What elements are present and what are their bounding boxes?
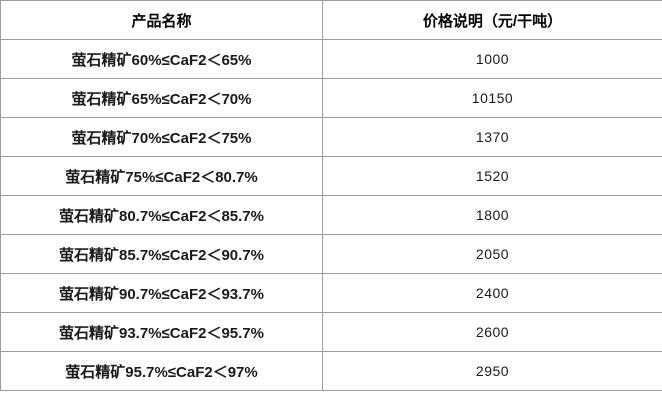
- product-cell: 萤石精矿95.7%≤CaF2＜97%: [0, 351, 323, 391]
- table-row: 萤石精矿60%≤CaF2＜65% 1000: [0, 39, 662, 79]
- table-row: 萤石精矿75%≤CaF2＜80.7% 1520: [0, 156, 662, 196]
- product-cell: 萤石精矿60%≤CaF2＜65%: [0, 39, 323, 79]
- product-cell: 萤石精矿90.7%≤CaF2＜93.7%: [0, 273, 323, 313]
- price-cell: 1520: [322, 156, 662, 196]
- price-cell: 1000: [322, 39, 662, 79]
- price-cell: 10150: [322, 78, 662, 118]
- table-row: 萤石精矿80.7%≤CaF2＜85.7% 1800: [0, 195, 662, 235]
- table-row: 萤石精矿90.7%≤CaF2＜93.7% 2400: [0, 273, 662, 313]
- product-cell: 萤石精矿93.7%≤CaF2＜95.7%: [0, 312, 323, 352]
- price-cell: 1800: [322, 195, 662, 235]
- price-cell: 2050: [322, 234, 662, 274]
- table-row: 萤石精矿93.7%≤CaF2＜95.7% 2600: [0, 312, 662, 352]
- product-cell: 萤石精矿75%≤CaF2＜80.7%: [0, 156, 323, 196]
- product-header: 产品名称: [0, 0, 323, 40]
- price-cell: 2950: [322, 351, 662, 391]
- price-cell: 1370: [322, 117, 662, 157]
- price-table: 产品名称 价格说明（元/干吨） 萤石精矿60%≤CaF2＜65% 1000 萤石…: [0, 0, 662, 391]
- table-row: 萤石精矿95.7%≤CaF2＜97% 2950: [0, 351, 662, 391]
- product-cell: 萤石精矿70%≤CaF2＜75%: [0, 117, 323, 157]
- price-header: 价格说明（元/干吨）: [322, 0, 662, 40]
- product-cell: 萤石精矿65%≤CaF2＜70%: [0, 78, 323, 118]
- header-row: 产品名称 价格说明（元/干吨）: [0, 0, 662, 40]
- table-row: 萤石精矿70%≤CaF2＜75% 1370: [0, 117, 662, 157]
- price-cell: 2400: [322, 273, 662, 313]
- product-cell: 萤石精矿85.7%≤CaF2＜90.7%: [0, 234, 323, 274]
- table-row: 萤石精矿65%≤CaF2＜70% 10150: [0, 78, 662, 118]
- table-row: 萤石精矿85.7%≤CaF2＜90.7% 2050: [0, 234, 662, 274]
- price-cell: 2600: [322, 312, 662, 352]
- product-cell: 萤石精矿80.7%≤CaF2＜85.7%: [0, 195, 323, 235]
